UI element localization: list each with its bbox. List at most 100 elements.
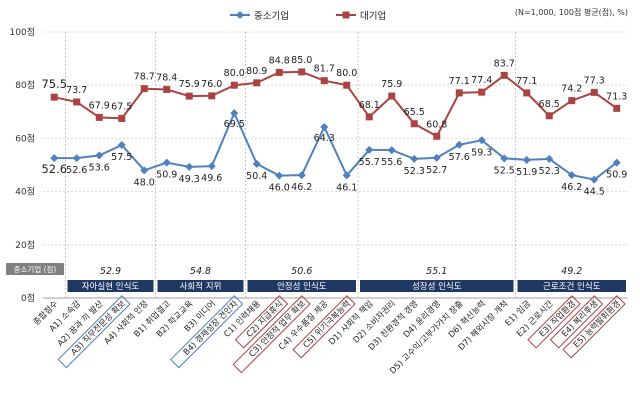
data-point (613, 104, 621, 112)
data-label: 48.0 (134, 177, 155, 188)
group-label: 안정성 인식도 (277, 281, 327, 292)
data-point (455, 89, 463, 97)
data-point (343, 81, 351, 89)
data-label: 51.9 (516, 167, 537, 178)
chart-note: (N=1,000, 100점 평균(점), %) (515, 7, 628, 17)
category-highlight-box (232, 295, 311, 374)
data-point (185, 162, 194, 171)
group-score: 52.9 (100, 266, 121, 277)
data-label: 78.7 (134, 72, 155, 83)
category-highlight-box (234, 295, 289, 349)
data-label: 77.3 (584, 75, 605, 86)
data-label: 44.5 (584, 187, 605, 198)
data-point (590, 175, 599, 184)
group-band (517, 280, 626, 292)
data-label: 50.9 (156, 170, 177, 181)
data-label: 80.0 (224, 68, 245, 79)
data-point (230, 109, 239, 118)
data-point (275, 171, 284, 180)
data-point (477, 136, 486, 145)
series-line-0 (54, 110, 618, 181)
legend-label-0: 중소기업 (254, 10, 289, 22)
group-band (67, 280, 154, 292)
data-point (500, 154, 509, 163)
legend-marker-0 (236, 11, 244, 19)
data-label: 80.0 (336, 68, 357, 79)
category-highlight-box (562, 295, 626, 359)
data-point (478, 88, 486, 96)
data-point (298, 68, 306, 76)
data-point (365, 145, 374, 154)
y-tick-label: 20점 (15, 239, 35, 251)
data-label: 57.5 (111, 152, 132, 163)
data-point (50, 93, 58, 101)
data-label: 60.8 (426, 119, 447, 130)
data-label: 52.5 (494, 165, 515, 176)
y-tick-label: 100점 (10, 26, 35, 38)
data-point (455, 140, 464, 149)
data-point (500, 71, 508, 79)
data-point (140, 85, 148, 93)
data-label: 49.6 (201, 173, 222, 184)
data-label: 83.7 (494, 58, 515, 69)
data-point (342, 171, 351, 180)
data-label: 77.4 (471, 75, 492, 86)
data-label: 46.2 (291, 182, 312, 193)
sme-badge-box (6, 263, 64, 275)
data-label: 46.0 (269, 183, 290, 194)
group-score: 50.6 (291, 266, 312, 277)
data-label: 55.7 (359, 157, 380, 168)
data-point (140, 166, 149, 175)
data-label: 65.5 (404, 107, 425, 118)
data-label: 77.1 (449, 76, 470, 87)
data-point (208, 92, 216, 100)
data-label: 77.1 (516, 76, 537, 87)
data-point (117, 141, 126, 150)
sme-badge: 중소기업 (점) (14, 264, 57, 274)
data-label: 69.5 (224, 119, 245, 130)
group-score: 54.8 (190, 266, 211, 277)
data-point (163, 85, 171, 93)
group-label: 성장성 인식도 (412, 281, 462, 292)
group-band (157, 280, 244, 292)
data-label: 64.3 (314, 133, 335, 144)
data-label: 52.7 (426, 165, 447, 176)
data-label: 67.9 (89, 100, 110, 111)
data-label: 59.3 (471, 147, 492, 158)
group-label: 자아실현 인식도 (82, 281, 140, 292)
data-point (320, 122, 329, 131)
data-label: 50.9 (606, 170, 627, 181)
data-label: 68.5 (539, 99, 560, 110)
category-highlight-box (549, 295, 604, 349)
data-label: 76.0 (201, 79, 222, 90)
data-label: 57.6 (449, 152, 470, 163)
data-label: 49.3 (179, 174, 200, 185)
category-highlight-box (170, 295, 244, 369)
data-point (297, 171, 306, 180)
data-label: 55.6 (381, 157, 402, 168)
y-tick-label: 60점 (15, 132, 35, 144)
data-point (590, 88, 598, 96)
group-label: 사회적 지위 (180, 281, 222, 292)
data-label: 71.3 (606, 91, 627, 102)
data-point (545, 112, 553, 120)
data-point (185, 92, 193, 100)
data-label: 73.7 (66, 85, 87, 96)
data-point (432, 153, 441, 162)
data-point (73, 98, 81, 106)
data-point (433, 132, 441, 140)
data-point (50, 154, 59, 163)
data-point (388, 92, 396, 100)
y-tick-label: 0점 (21, 292, 35, 304)
group-label: 근로조건 인식도 (543, 281, 601, 292)
data-label: 74.2 (561, 84, 582, 95)
data-label: 52.6 (66, 165, 87, 176)
data-point (387, 146, 396, 155)
data-point (252, 159, 261, 168)
data-point (275, 68, 283, 76)
data-point (95, 151, 104, 160)
data-label: 46.2 (561, 182, 582, 193)
data-point (545, 154, 554, 163)
y-tick-label: 80점 (15, 79, 35, 91)
